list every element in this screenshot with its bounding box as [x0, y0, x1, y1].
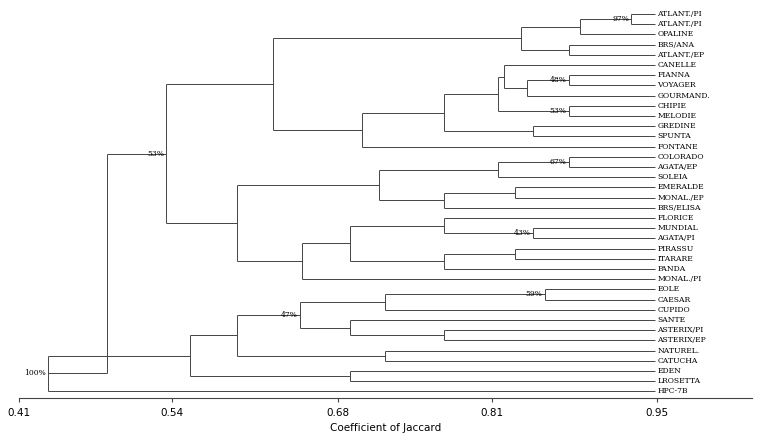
Text: ASTERIX/PI: ASTERIX/PI [657, 326, 704, 334]
X-axis label: Coefficient of Jaccard: Coefficient of Jaccard [329, 423, 441, 433]
Text: 59%: 59% [526, 290, 543, 298]
Text: ASTERIX/EP: ASTERIX/EP [657, 336, 706, 345]
Text: 48%: 48% [550, 77, 566, 84]
Text: EOLE: EOLE [657, 286, 679, 293]
Text: AGATA/PI: AGATA/PI [657, 235, 695, 242]
Text: MELODIE: MELODIE [657, 112, 697, 120]
Text: 53%: 53% [550, 107, 566, 115]
Text: CANELLE: CANELLE [657, 61, 697, 69]
Text: CHIPIE: CHIPIE [657, 102, 686, 110]
Text: SOLEIA: SOLEIA [657, 173, 688, 181]
Text: VOYAGER: VOYAGER [657, 81, 696, 89]
Text: 100%: 100% [24, 370, 46, 378]
Text: ITARARE: ITARARE [657, 255, 693, 263]
Text: ATLANT./PI: ATLANT./PI [657, 20, 702, 28]
Text: ATLANT./PI: ATLANT./PI [657, 10, 702, 18]
Text: SPUNTA: SPUNTA [657, 132, 691, 140]
Text: LROSETTA: LROSETTA [657, 377, 701, 385]
Text: SANTE: SANTE [657, 316, 685, 324]
Text: MONAL./PI: MONAL./PI [657, 275, 701, 283]
Text: EMERALDE: EMERALDE [657, 183, 704, 191]
Text: COLORADO: COLORADO [657, 153, 704, 161]
Text: 67%: 67% [550, 158, 566, 166]
Text: BRS/ELISA: BRS/ELISA [657, 204, 701, 212]
Text: CAESAR: CAESAR [657, 296, 691, 304]
Text: CATUCHA: CATUCHA [657, 357, 698, 365]
Text: PIRASSU: PIRASSU [657, 245, 694, 253]
Text: HPC-7B: HPC-7B [657, 387, 688, 395]
Text: EDEN: EDEN [657, 367, 682, 375]
Text: 97%: 97% [613, 15, 629, 23]
Text: GOURMAND.: GOURMAND. [657, 92, 710, 99]
Text: PANDA: PANDA [657, 265, 685, 273]
Text: AGATA/EP: AGATA/EP [657, 163, 698, 171]
Text: 53%: 53% [147, 150, 164, 158]
Text: FLORICE: FLORICE [657, 214, 694, 222]
Text: OPALINE: OPALINE [657, 30, 694, 38]
Text: MUNDIAL: MUNDIAL [657, 224, 698, 232]
Text: FIANNA: FIANNA [657, 71, 690, 79]
Text: 43%: 43% [514, 229, 531, 237]
Text: CUPIDO: CUPIDO [657, 306, 690, 314]
Text: NATUREL.: NATUREL. [657, 347, 700, 355]
Text: ATLANT./EP: ATLANT./EP [657, 51, 704, 59]
Text: MONAL./EP: MONAL./EP [657, 194, 704, 202]
Text: BRS/ANA: BRS/ANA [657, 40, 694, 49]
Text: FONTANE: FONTANE [657, 143, 698, 150]
Text: GREDINE: GREDINE [657, 122, 696, 130]
Text: 47%: 47% [281, 311, 298, 319]
